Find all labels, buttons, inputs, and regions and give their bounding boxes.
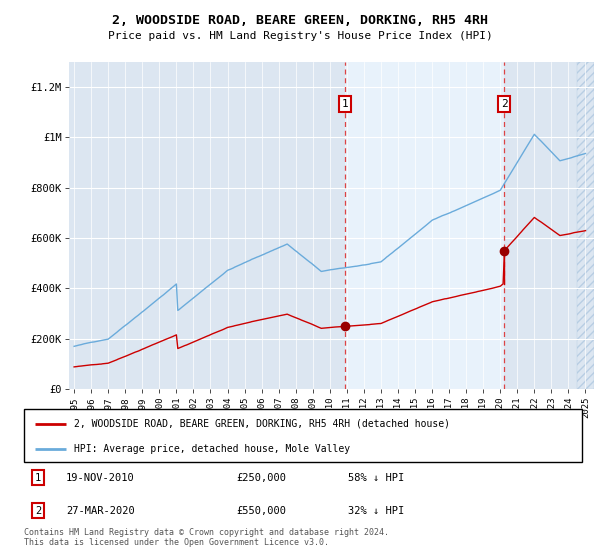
Text: 1: 1: [35, 473, 41, 483]
Text: 2: 2: [35, 506, 41, 516]
Text: £250,000: £250,000: [236, 473, 286, 483]
Text: Price paid vs. HM Land Registry's House Price Index (HPI): Price paid vs. HM Land Registry's House …: [107, 31, 493, 41]
Text: Contains HM Land Registry data © Crown copyright and database right 2024.
This d: Contains HM Land Registry data © Crown c…: [24, 528, 389, 547]
Text: 1: 1: [341, 99, 348, 109]
Bar: [577, 62, 594, 389]
Bar: [345, 62, 504, 389]
Text: 58% ↓ HPI: 58% ↓ HPI: [347, 473, 404, 483]
Text: 27-MAR-2020: 27-MAR-2020: [66, 506, 134, 516]
Text: £550,000: £550,000: [236, 506, 286, 516]
Text: 2: 2: [501, 99, 508, 109]
Text: HPI: Average price, detached house, Mole Valley: HPI: Average price, detached house, Mole…: [74, 444, 350, 454]
Text: 2, WOODSIDE ROAD, BEARE GREEN, DORKING, RH5 4RH (detached house): 2, WOODSIDE ROAD, BEARE GREEN, DORKING, …: [74, 419, 450, 429]
Text: 2, WOODSIDE ROAD, BEARE GREEN, DORKING, RH5 4RH: 2, WOODSIDE ROAD, BEARE GREEN, DORKING, …: [112, 14, 488, 27]
FancyBboxPatch shape: [24, 409, 582, 462]
Text: 32% ↓ HPI: 32% ↓ HPI: [347, 506, 404, 516]
Text: 19-NOV-2010: 19-NOV-2010: [66, 473, 134, 483]
Bar: [577, 62, 594, 389]
